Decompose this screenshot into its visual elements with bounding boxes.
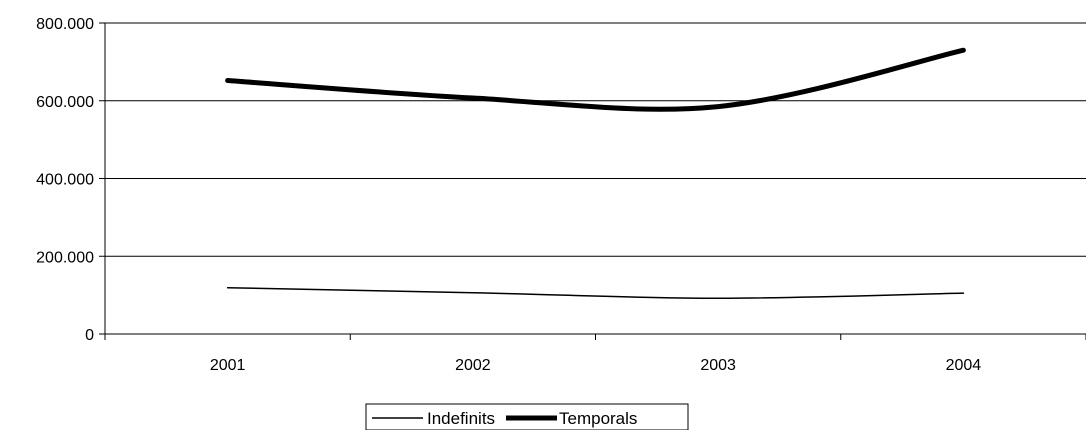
gridlines [105,22,1086,257]
legend: Indefinits Temporals [365,403,689,430]
series-line-temporals [225,47,966,112]
y-tick-label: 200.000 [36,249,94,266]
legend-label-temporals: Temporals [559,409,637,428]
y-tick-label: 800.000 [36,16,94,33]
y-tick-label: 600.000 [36,94,94,111]
legend-label-indefinits: Indefinits [427,409,495,428]
y-tick-label: 400.000 [36,172,94,189]
x-tick-label: 2001 [210,357,246,374]
x-tick-labels: 2001 2002 2003 2004 [104,334,1086,374]
x-tick-label: 2003 [700,357,736,374]
y-tick-labels: 0 200.000 400.000 600.000 800.000 [36,16,105,344]
x-tick-label: 2002 [455,357,491,374]
x-tick-label: 2004 [946,357,982,374]
series-lines [225,47,966,299]
series-line-indefinits [226,286,965,299]
y-tick-label: 0 [85,327,94,344]
